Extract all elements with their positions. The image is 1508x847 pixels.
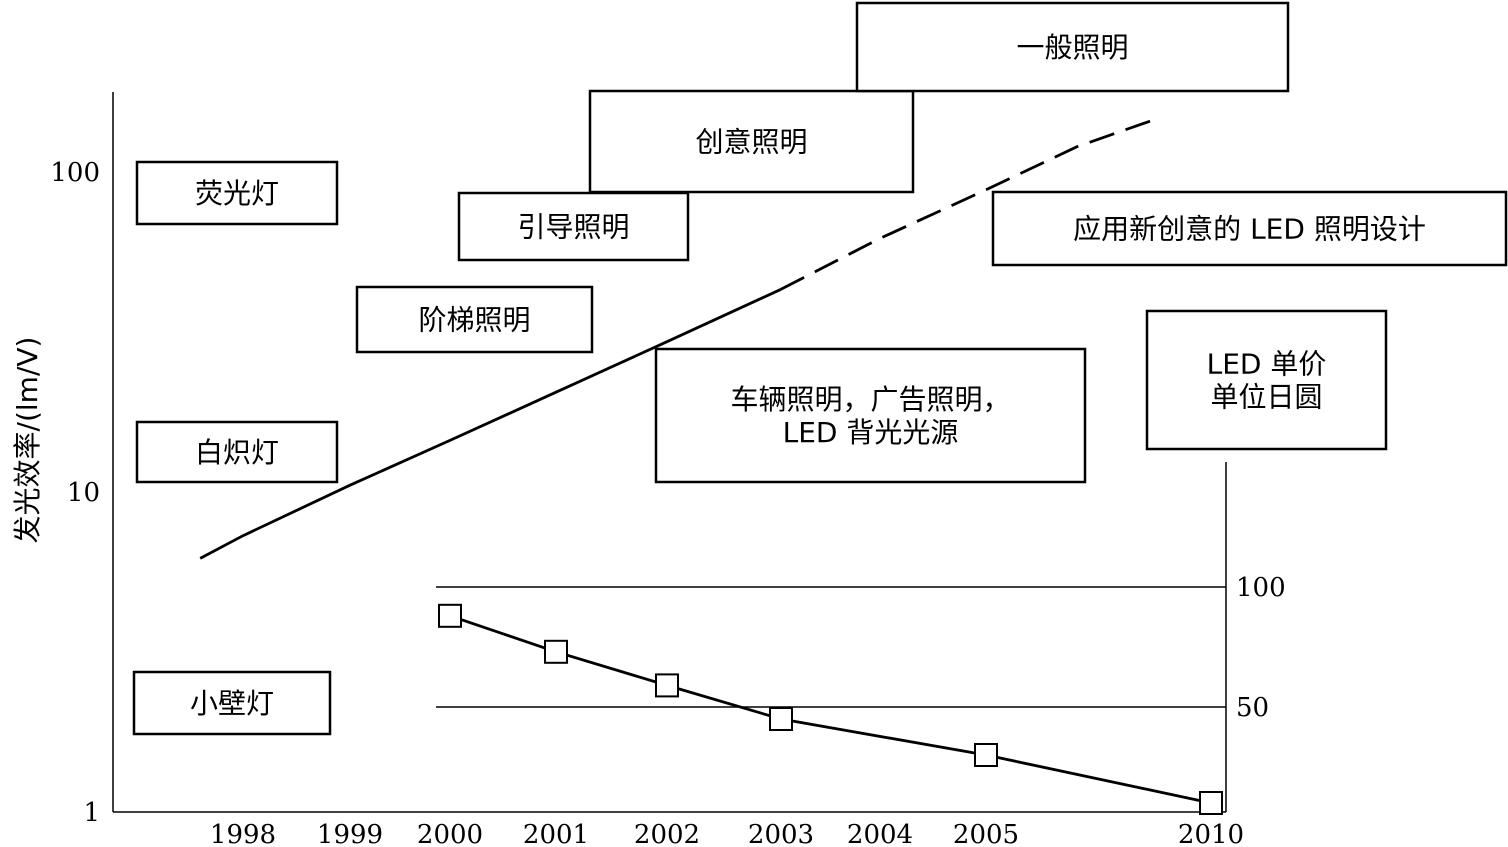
y-tick-label: 10 [67,478,100,508]
annotation-box-label: 创意照明 [695,126,807,159]
right-tick-labels: 100 50 [1236,573,1286,723]
annotation-box-frame [457,191,690,262]
x-tick-label: 2005 [953,820,1019,847]
annotation-box-label: 荧光灯 [195,177,279,210]
annotation-box: 车辆照明，广告照明，LED 背光光源 [654,347,1087,484]
price-marker [438,603,462,628]
y-axis-label: 发光效率/(lm/V) [11,337,44,544]
price-marker [974,743,998,767]
right-tick-label: 100 [1236,573,1286,603]
x-tick-label: 2001 [523,820,589,847]
y-tick-label: 1 [83,798,100,828]
price-series [438,603,1223,815]
efficacy-line-solid [199,288,782,560]
annotation-box: 创意照明 [588,89,915,194]
efficacy-lines [199,119,1153,560]
price-marker [544,639,568,664]
annotation-box: 一般照明 [855,1,1290,93]
right-tick-label: 50 [1236,693,1269,723]
x-tick-label: 2004 [847,820,913,847]
price-gridlines [436,586,1226,708]
x-tick-label: 2003 [748,820,814,847]
annotation-box-label: 小壁灯 [190,687,274,720]
annotation-box-frame [135,420,339,484]
annotation-box-label: LED 背光光源 [783,416,959,449]
y-tick-label: 100 [50,158,100,188]
annotation-box-label: 阶梯照明 [418,304,530,337]
annotation-box-frame [855,1,1290,93]
annotation-box-frame [135,160,339,226]
annotation-box: 白炽灯 [135,420,339,484]
annotation-box: 应用新创意的 LED 照明设计 [991,190,1508,267]
annotation-box-frame [132,670,332,736]
efficacy-line-dashed [780,119,1153,291]
annotation-box: 荧光灯 [135,160,339,226]
annotation-box-label: LED 单价 [1207,348,1327,381]
y-tick-labels: 1 10 100 [50,158,100,828]
x-tick-label: 1999 [317,820,383,847]
price-line [449,614,1212,805]
annotation-box-frame [991,190,1508,267]
x-tick-label: 2002 [634,820,700,847]
annotation-box-frame [1145,309,1388,451]
annotation-box-frame [588,89,915,194]
x-tick-label: 2000 [417,820,483,847]
price-marker [769,707,793,731]
annotation-box-label: 车辆照明，广告照明， [730,383,1010,416]
annotation-box: 引导照明 [457,191,690,262]
x-tick-label: 1998 [210,820,276,847]
annotation-box-frame [654,347,1087,484]
price-marker [1199,791,1223,815]
annotation-box: 小壁灯 [132,670,332,736]
annotation-box-label: 一般照明 [1016,31,1128,64]
annotation-box-label: 单位日圆 [1210,381,1322,414]
annotation-box: 阶梯照明 [355,285,594,354]
annotation-box-frame [355,285,594,354]
annotation-box-label: 应用新创意的 LED 照明设计 [1073,213,1426,246]
annotation-box-label: 引导照明 [517,211,629,244]
x-tick-labels: 1998 1999 2000 2001 2002 2003 2004 2005 2010 [210,820,1244,847]
x-tick-label: 2010 [1178,820,1244,847]
price-marker [655,673,679,698]
annotation-box-label: 白炽灯 [195,436,279,469]
